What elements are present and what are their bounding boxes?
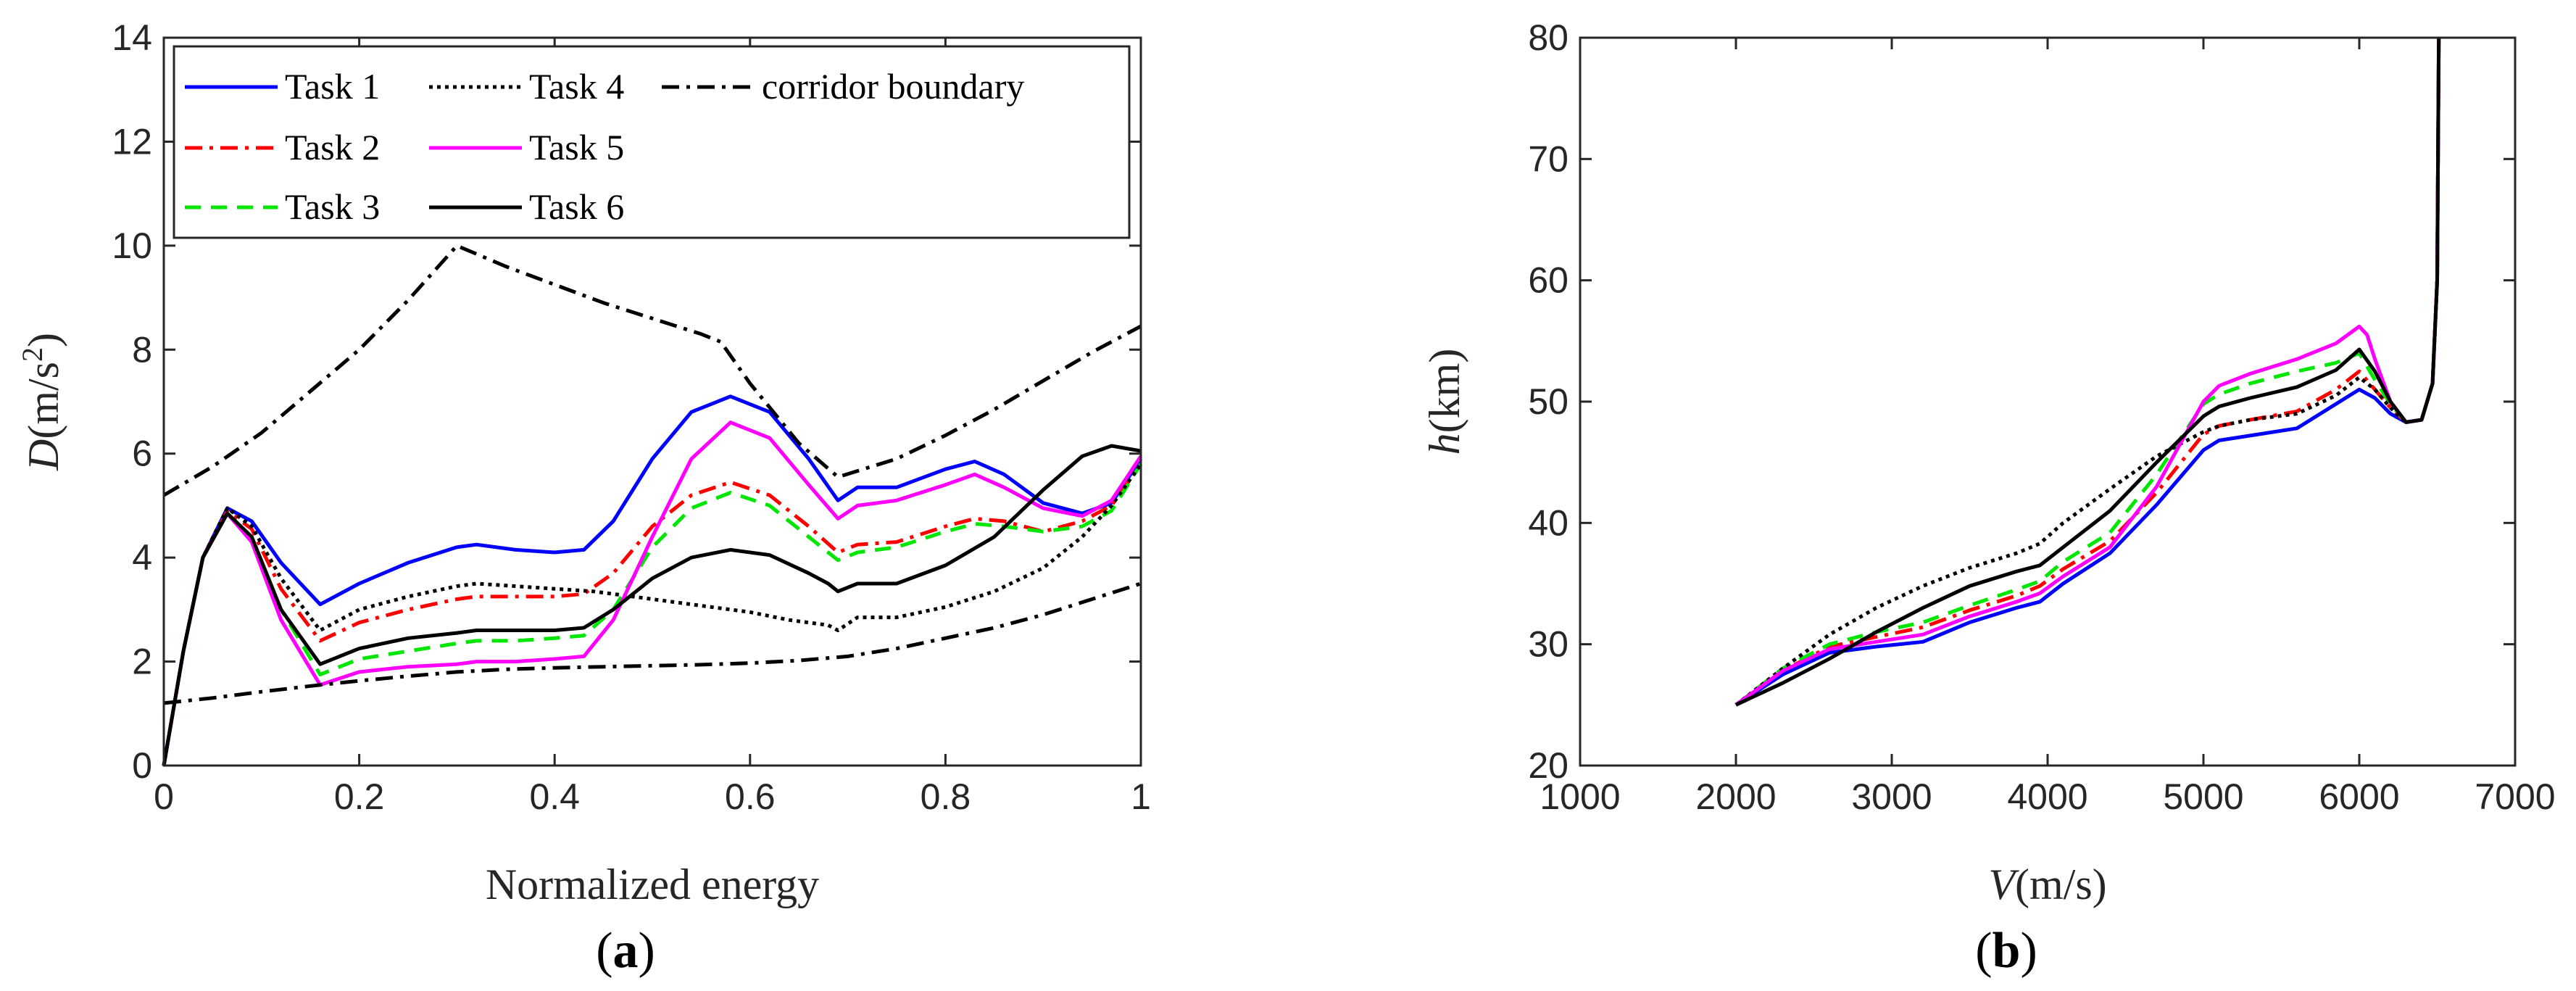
chart-a-panel-label-letter: a (613, 923, 639, 979)
chart-a-y-axis-symbol: D (20, 439, 67, 471)
legend-label-task-3: Task 3 (285, 186, 380, 227)
legend-entry-task-4: Task 4 (429, 66, 624, 107)
chart-a-y-tick-label: 8 (132, 329, 152, 370)
chart-a-y-axis-unit-sup: 2 (16, 347, 49, 362)
chart-b-y-tick-label: 40 (1528, 502, 1569, 543)
chart-b-y-tick-label: 70 (1528, 138, 1569, 179)
chart-b: 1000 2000 3000 4000 5000 6000 7000 20 30 40 50 60 7… (1421, 17, 2556, 979)
chart-a: 0 0.2 0.4 0.6 0.8 1 0 2 4 6 8 10 12 14 Normalized en… (16, 17, 1151, 979)
chart-a-series-task-5 (162, 420, 1143, 766)
legend-label-task-4: Task 4 (529, 66, 624, 107)
chart-a-series-task-2 (162, 463, 1143, 766)
chart-b-panel-label-close: ) (2020, 923, 2037, 979)
chart-a-series-layer (162, 244, 1143, 766)
chart-a-x-axis-label: Normalized energy (486, 861, 819, 908)
legend-entry-task-2: Task 2 (185, 127, 380, 167)
legend-label-task-2: Task 2 (285, 127, 380, 167)
chart-b-x-tick-label: 6000 (2319, 776, 2399, 817)
chart-a-y-axis-unit-close: ) (20, 333, 67, 347)
chart-b-series-task-6 (1734, 37, 2441, 707)
chart-b-y-tick-label: 80 (1528, 17, 1569, 58)
chart-b-x-axis-symbol: V (1988, 861, 2019, 908)
legend-entry-task-5: Task 5 (429, 127, 624, 167)
legend-label-corridor-boundary: corridor boundary (762, 66, 1024, 107)
chart-a-x-tick-label: 0.4 (529, 776, 580, 817)
chart-b-y-axis-unit: (km) (1421, 349, 1468, 434)
chart-a-y-tick-label: 6 (132, 434, 152, 474)
chart-b-x-ticks: 1000 2000 3000 4000 5000 6000 7000 (1540, 38, 2556, 817)
chart-a-panel-label-close: ) (639, 923, 655, 979)
legend-label-task-6: Task 6 (529, 186, 624, 227)
chart-b-x-axis-unit: (m/s) (2015, 861, 2107, 908)
chart-b-panel-label-open: ( (1975, 923, 1992, 979)
legend-entry-task-3: Task 3 (185, 186, 380, 227)
chart-b-series-task-2 (1734, 37, 2441, 707)
chart-b-y-axis-label: h(km) (1421, 349, 1468, 455)
chart-a-x-tick-label: 0 (154, 776, 174, 817)
chart-b-x-tick-label: 4000 (2007, 776, 2087, 817)
chart-a-y-tick-label: 12 (112, 121, 152, 162)
chart-a-panel-label: (a) (596, 923, 655, 979)
legend-entry-task-6: Task 6 (429, 186, 624, 227)
chart-b-x-tick-label: 5000 (2163, 776, 2243, 817)
chart-b-y-axis-symbol: h (1421, 433, 1468, 455)
chart-a-x-tick-label: 0.2 (334, 776, 385, 817)
chart-b-x-tick-label: 1000 (1540, 776, 1620, 817)
chart-b-y-tick-label: 60 (1528, 260, 1569, 301)
chart-b-x-tick-label: 3000 (1851, 776, 1932, 817)
chart-a-x-tick-label: 0.8 (921, 776, 971, 817)
chart-b-panel-label: (b) (1975, 923, 2037, 979)
chart-a-series-corridor-boundary-2 (163, 581, 1142, 705)
chart-b-panel-label-letter: b (1993, 923, 2021, 979)
chart-a-series-task-6 (162, 444, 1142, 766)
chart-a-legend-items: Task 1 Task 4 corridor boundary Task 2 Task … (185, 66, 1024, 227)
chart-a-y-axis-label: D(m/s2) (16, 333, 67, 471)
chart-a-y-tick-label: 14 (112, 17, 152, 58)
chart-a-y-axis-unit: (m/s (20, 362, 67, 439)
chart-a-y-tick-label: 10 (112, 225, 152, 266)
chart-b-y-tick-label: 20 (1528, 745, 1569, 786)
chart-b-x-tick-label: 7000 (2475, 776, 2555, 817)
chart-a-axes-box (162, 36, 1142, 767)
chart-a-y-tick-label: 2 (132, 642, 152, 682)
chart-a-y-ticks: 0 2 4 6 8 10 12 14 (112, 17, 1141, 786)
chart-a-x-tick-label: 0.6 (725, 776, 776, 817)
chart-b-y-tick-label: 30 (1528, 624, 1569, 665)
chart-a-x-ticks: 0 0.2 0.4 0.6 0.8 1 (154, 38, 1151, 817)
legend-entry-corridor-boundary: corridor boundary (662, 66, 1024, 107)
chart-a-series-task-1 (162, 394, 1143, 766)
chart-a-y-tick-label: 0 (132, 745, 152, 786)
chart-b-y-tick-label: 50 (1528, 381, 1569, 422)
legend-entry-task-1: Task 1 (185, 66, 380, 107)
chart-b-x-tick-label: 2000 (1695, 776, 1776, 817)
chart-b-series-layer (1734, 37, 2441, 707)
legend-label-task-1: Task 1 (285, 66, 380, 107)
chart-a-legend-box (173, 45, 1131, 239)
chart-b-x-axis-label: V(m/s) (1988, 861, 2106, 908)
chart-a-legend: Task 1 Task 4 corridor boundary Task 2 Task … (173, 45, 1131, 239)
chart-a-x-tick-label: 1 (1131, 776, 1151, 817)
chart-a-y-tick-label: 4 (132, 537, 152, 578)
chart-a-panel-label-open: ( (596, 923, 612, 979)
chart-b-y-ticks: 20 30 40 50 60 70 80 (1528, 17, 2515, 786)
legend-label-task-5: Task 5 (529, 127, 624, 167)
